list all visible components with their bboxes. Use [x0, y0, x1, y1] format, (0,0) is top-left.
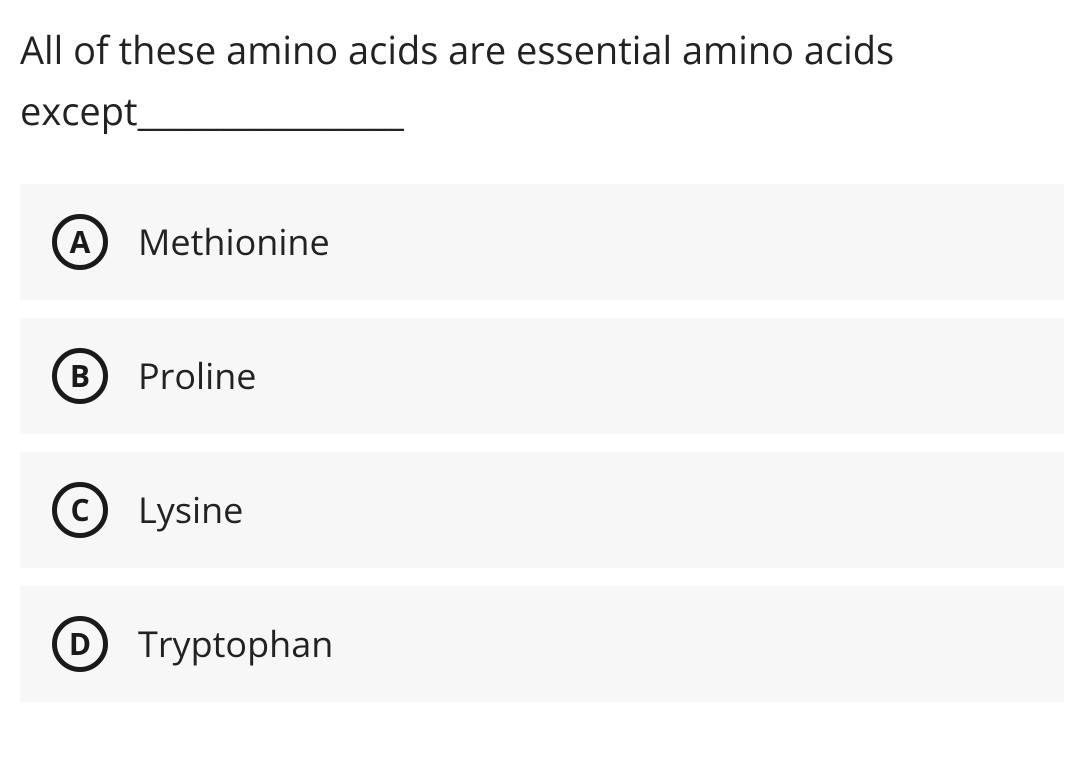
options-list: A Methionine B Proline C Lysine D Trypto… — [20, 184, 1064, 702]
option-d[interactable]: D Tryptophan — [20, 586, 1064, 702]
option-c[interactable]: C Lysine — [20, 452, 1064, 568]
option-text-d: Tryptophan — [138, 619, 333, 668]
option-letter-a: A — [52, 214, 108, 270]
question-text: All of these amino acids are essential a… — [20, 20, 1064, 142]
option-text-a: Methionine — [138, 217, 330, 266]
option-letter-b: B — [52, 348, 108, 404]
option-b[interactable]: B Proline — [20, 318, 1064, 434]
option-a[interactable]: A Methionine — [20, 184, 1064, 300]
option-letter-d: D — [52, 616, 108, 672]
question-container: All of these amino acids are essential a… — [0, 0, 1084, 702]
option-text-b: Proline — [138, 351, 257, 400]
option-letter-c: C — [52, 482, 108, 538]
option-text-c: Lysine — [138, 485, 243, 534]
